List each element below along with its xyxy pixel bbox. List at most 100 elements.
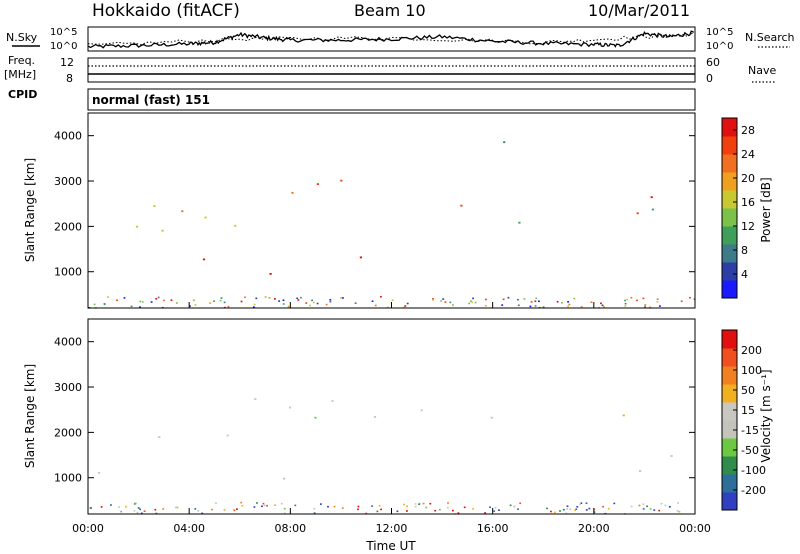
ground-scatter-cell xyxy=(309,304,311,307)
data-cell xyxy=(518,221,521,224)
ground-scatter-cell xyxy=(644,304,647,306)
ground-scatter-cell xyxy=(638,504,641,507)
ground-scatter-cell xyxy=(139,508,141,511)
ground-scatter-cell xyxy=(223,301,226,304)
ground-scatter-cell xyxy=(133,510,136,512)
ground-scatter-cell xyxy=(157,296,160,299)
ground-scatter-cell xyxy=(261,505,263,508)
ground-scatter-cell xyxy=(659,305,661,307)
ground-scatter-cell xyxy=(566,508,568,510)
colorbar-segment xyxy=(722,208,737,227)
x-tick-label: 00:00 xyxy=(72,522,104,535)
ground-scatter-cell xyxy=(219,299,222,302)
ground-scatter-cell xyxy=(357,508,359,511)
data-cell xyxy=(234,224,237,227)
ground-scatter-cell xyxy=(403,503,405,506)
ground-scatter-cell xyxy=(223,509,226,511)
power-panel xyxy=(87,112,696,309)
power-ytick-label: 3000 xyxy=(54,175,82,188)
ground-scatter-cell xyxy=(664,504,667,507)
ground-scatter-cell xyxy=(194,304,197,306)
ground-scatter-cell xyxy=(470,300,472,302)
ground-scatter-cell xyxy=(240,501,243,504)
ground-scatter-cell xyxy=(472,508,474,510)
ground-scatter-cell xyxy=(357,505,360,508)
data-cell xyxy=(97,471,100,474)
ground-scatter-cell xyxy=(439,508,441,511)
ground-scatter-cell xyxy=(574,509,576,512)
ground-scatter-cell xyxy=(376,510,379,513)
ground-scatter-cell xyxy=(566,505,569,507)
data-cell xyxy=(289,406,292,409)
ground-scatter-cell xyxy=(653,509,656,511)
ground-scatter-cell xyxy=(170,299,173,301)
data-cell xyxy=(670,455,673,457)
ground-scatter-cell xyxy=(268,297,271,299)
time-x-axis: 00:00 04:00 08:00 12:00 16:00 20:00 00:00 xyxy=(72,302,711,535)
ground-scatter-cell xyxy=(559,510,561,512)
noise-right-tick-top: 10^5 xyxy=(706,27,733,38)
noise-series-group xyxy=(87,30,695,49)
ground-scatter-cell xyxy=(567,305,569,308)
beam-title: Beam 10 xyxy=(354,1,426,20)
data-cell xyxy=(226,434,229,437)
ground-scatter-cell xyxy=(282,299,285,301)
colorbar-segment xyxy=(722,172,737,191)
noise-panel xyxy=(87,26,696,52)
ground-scatter-cell xyxy=(253,306,255,308)
data-cell xyxy=(181,210,184,213)
data-cell xyxy=(202,258,206,261)
ground-scatter-cell xyxy=(585,509,588,511)
ground-scatter-cell xyxy=(607,507,610,510)
ground-scatter-cell xyxy=(534,305,537,307)
colorbar-segment xyxy=(722,348,737,367)
colorbar-segment xyxy=(722,492,737,511)
ground-scatter-cell xyxy=(656,301,659,303)
colorbar-segment xyxy=(722,118,737,137)
colorbar-segment xyxy=(722,456,737,475)
ground-scatter-cell xyxy=(493,510,496,512)
velocity-colorbar-label: Velocity [m s⁻¹] xyxy=(759,369,773,462)
power-ylabel: Slant Range [km] xyxy=(23,158,37,262)
ground-scatter-cell xyxy=(414,503,417,505)
colorbar-segment xyxy=(722,438,737,457)
ground-scatter-cell xyxy=(253,506,256,508)
ground-scatter-cell xyxy=(311,299,313,302)
ground-scatter-cell xyxy=(137,507,140,509)
ground-scatter-cell xyxy=(266,504,268,507)
data-cell xyxy=(283,477,286,480)
velocity-ytick-label: 2000 xyxy=(54,426,82,439)
ground-scatter-cell xyxy=(305,302,308,304)
ground-scatter-cell xyxy=(660,502,663,505)
ground-scatter-cell xyxy=(446,506,449,509)
ground-scatter-cell xyxy=(517,298,519,301)
ground-scatter-cell xyxy=(498,509,500,511)
ground-scatter-cell xyxy=(432,298,434,300)
frequency-panel xyxy=(87,57,696,83)
data-cell xyxy=(639,470,642,472)
ground-scatter-cell xyxy=(133,503,136,505)
data-cell xyxy=(254,398,257,400)
ground-scatter-cell xyxy=(414,505,417,508)
data-cell xyxy=(460,204,463,207)
ground-scatter-cell xyxy=(333,505,336,508)
colorbar-tick-label: 28 xyxy=(741,124,755,137)
data-cell xyxy=(158,436,161,438)
data-cell xyxy=(153,205,156,207)
colorbar-tick-label: -100 xyxy=(741,464,766,477)
data-cell xyxy=(359,256,362,259)
ground-scatter-cell xyxy=(579,503,581,505)
colorbar-tick-label: 16 xyxy=(741,196,755,209)
colorbar-segment xyxy=(722,474,737,493)
colorbar-tick-label: 4 xyxy=(741,268,748,281)
data-cell xyxy=(340,179,343,182)
x-tick-label: 00:00 xyxy=(679,522,711,535)
station-title: Hokkaido (fitACF) xyxy=(92,1,240,21)
x-tick-label: 16:00 xyxy=(477,522,509,535)
ground-scatter-cell xyxy=(313,512,316,514)
ground-scatter-cell xyxy=(163,299,165,302)
ground-scatter-cell xyxy=(425,506,428,509)
ground-scatter-cell xyxy=(274,298,276,300)
ground-scatter-cell xyxy=(240,300,243,303)
